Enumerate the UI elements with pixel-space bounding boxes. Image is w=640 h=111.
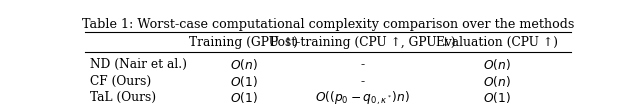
Text: $O((p_0 - q_{0,\kappa^*})n)$: $O((p_0 - q_{0,\kappa^*})n)$: [316, 89, 410, 107]
Text: CF (Ours): CF (Ours): [90, 75, 151, 88]
Text: Evaluation (CPU ↑): Evaluation (CPU ↑): [436, 36, 557, 49]
Text: -: -: [361, 75, 365, 88]
Text: $O(n)$: $O(n)$: [483, 74, 511, 89]
Text: $O(n)$: $O(n)$: [230, 57, 258, 72]
Text: Table 1: Worst-case computational complexity comparison over the methods: Table 1: Worst-case computational comple…: [82, 18, 574, 31]
Text: $O(1)$: $O(1)$: [483, 90, 511, 105]
Text: Post-training (CPU ↑, GPU ↓): Post-training (CPU ↑, GPU ↓): [270, 36, 456, 49]
Text: -: -: [361, 58, 365, 71]
Text: TaL (Ours): TaL (Ours): [90, 91, 156, 104]
Text: $O(1)$: $O(1)$: [230, 90, 258, 105]
Text: $O(n)$: $O(n)$: [483, 57, 511, 72]
Text: $O(1)$: $O(1)$: [230, 74, 258, 89]
Text: ND (Nair et al.): ND (Nair et al.): [90, 58, 187, 71]
Text: Training (GPU ↑): Training (GPU ↑): [189, 36, 298, 49]
